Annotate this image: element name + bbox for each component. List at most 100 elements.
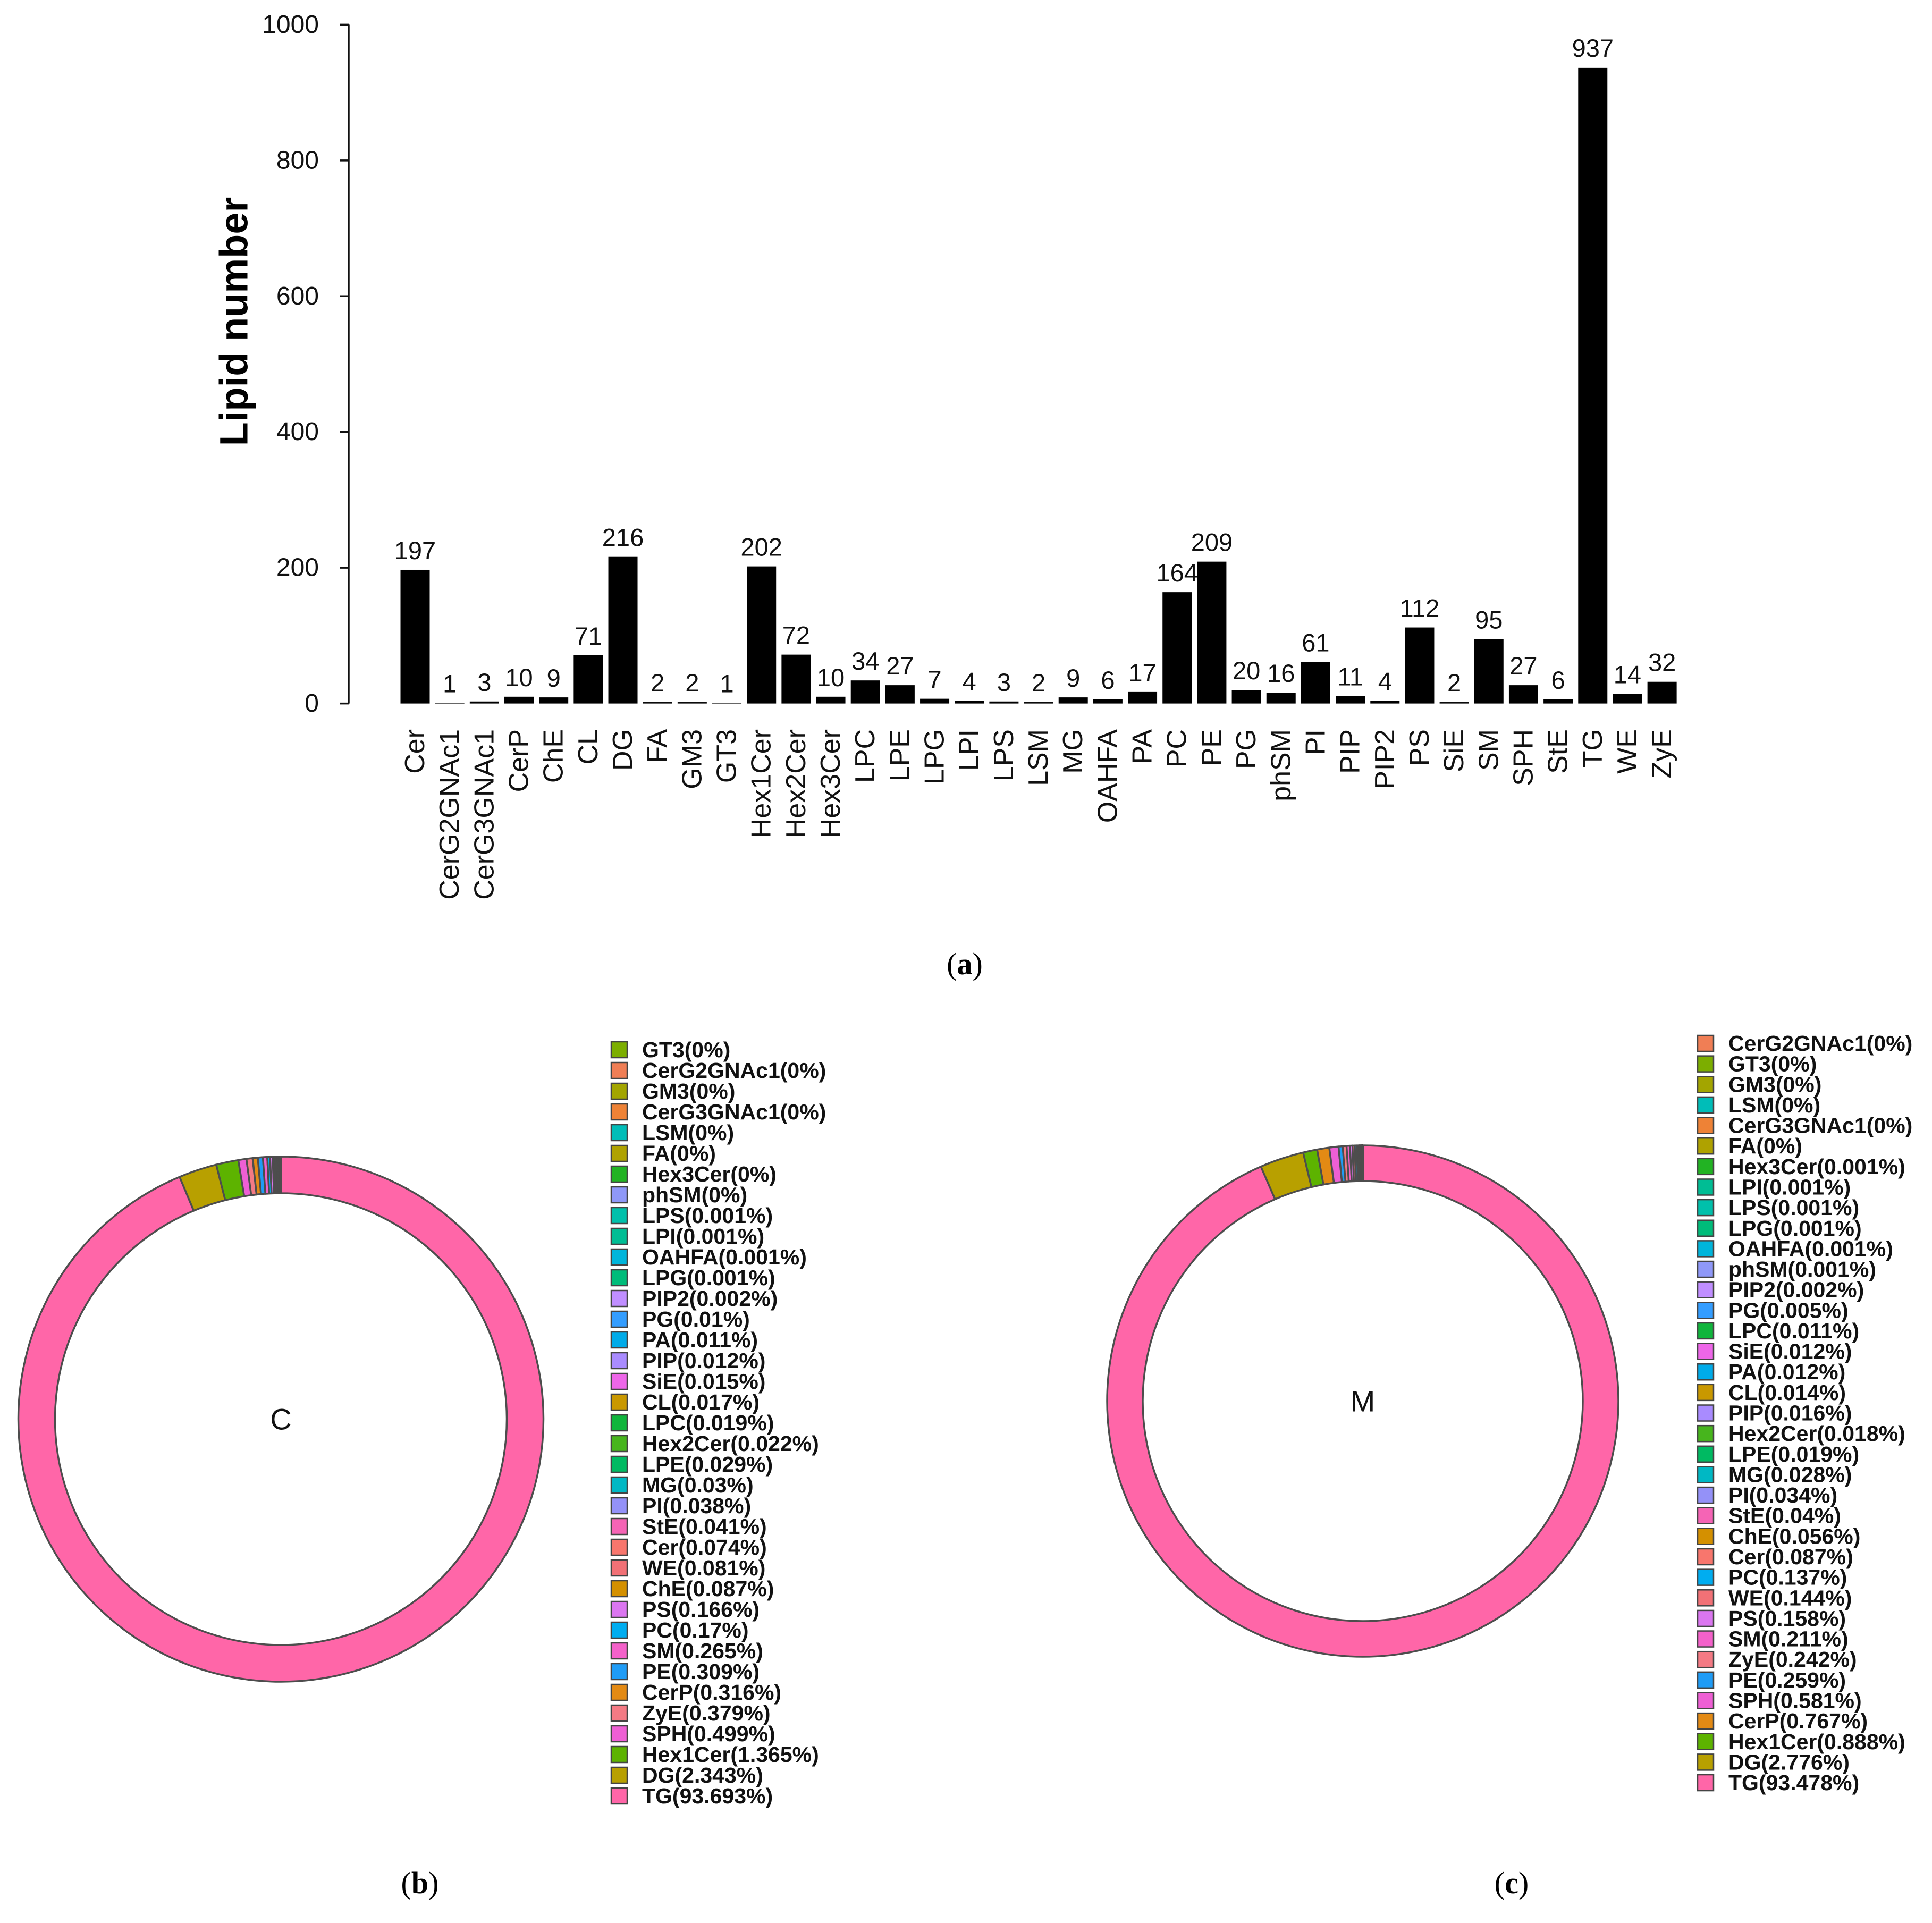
- legend-label: CerG2GNAc1(0%): [642, 1058, 826, 1083]
- bar-PA: [1128, 691, 1158, 704]
- bar-PI: [1301, 662, 1330, 704]
- legend-item: LPG(0.001%): [1697, 1216, 1862, 1241]
- bar-value-label: 197: [394, 536, 436, 564]
- legend-swatch: [1697, 1507, 1715, 1524]
- legend-item: GT3(0%): [1697, 1052, 1817, 1076]
- legend-swatch: [1697, 1178, 1715, 1196]
- bar-LPE: [885, 685, 915, 704]
- x-tick-label: StE: [1543, 729, 1574, 774]
- legend-item: LSM(0%): [1697, 1093, 1820, 1117]
- bar-Hex1Cer: [747, 566, 777, 704]
- bar-value-label: 2: [1032, 669, 1045, 697]
- legend-swatch: [1697, 1424, 1715, 1443]
- legend-swatch: [610, 1082, 628, 1100]
- bar-value-label: 1: [720, 669, 733, 697]
- legend-item: CL(0.014%): [1697, 1380, 1846, 1405]
- legend-item: ZyE(0.379%): [610, 1701, 771, 1725]
- legend-swatch: [610, 1289, 628, 1308]
- legend-label: Cer(0.074%): [642, 1535, 767, 1559]
- bar-value-label: 61: [1302, 629, 1329, 657]
- legend-label: ChE(0.056%): [1728, 1524, 1860, 1548]
- legend-swatch: [610, 1248, 628, 1266]
- legend-label: LSM(0%): [642, 1120, 734, 1145]
- legend-swatch: [1697, 1117, 1715, 1134]
- bar-LPC: [850, 680, 880, 704]
- legend-swatch: [1697, 1404, 1715, 1422]
- legend-label: LPC(0.019%): [642, 1411, 774, 1435]
- legend-label: CL(0.014%): [1728, 1380, 1846, 1405]
- legend-item: PC(0.137%): [1697, 1565, 1847, 1590]
- bar-LPI: [955, 701, 984, 704]
- legend-swatch: [610, 1476, 628, 1494]
- legend-swatch: [610, 1186, 628, 1204]
- legend-label: PI(0.034%): [1728, 1483, 1837, 1507]
- x-tick-label: CL: [573, 729, 604, 764]
- x-tick-label: SPH: [1508, 729, 1539, 786]
- legend-item: LSM(0%): [610, 1120, 734, 1145]
- legend-swatch: [1697, 1363, 1715, 1381]
- legend-label: MG(0.03%): [642, 1473, 754, 1497]
- legend-label: LPE(0.029%): [642, 1452, 773, 1477]
- legend-label: SiE(0.015%): [642, 1369, 765, 1394]
- legend-label: SiE(0.012%): [1728, 1339, 1852, 1364]
- legend-item: SiE(0.015%): [610, 1369, 765, 1394]
- legend-swatch: [1697, 1753, 1715, 1771]
- x-tick-label: PIP2: [1370, 729, 1401, 789]
- legend-swatch: [1697, 1199, 1715, 1217]
- legend-item: WE(0.144%): [1697, 1585, 1852, 1610]
- y-axis-ticks: 0 200 400 600 800 1000: [262, 11, 349, 718]
- legend-item: Hex1Cer(0.888%): [1697, 1730, 1905, 1754]
- legend-label: phSM(0.001%): [1728, 1257, 1876, 1281]
- legend-label: MG(0.028%): [1728, 1462, 1852, 1487]
- bar-value-label: 1: [443, 669, 457, 697]
- bar-value-label: 112: [1399, 594, 1439, 622]
- legend-label: PA(0.011%): [642, 1328, 758, 1352]
- legend-item: PE(0.309%): [610, 1659, 760, 1684]
- bar-value-label: 209: [1191, 528, 1233, 556]
- legend-item: PI(0.034%): [1697, 1483, 1837, 1507]
- bar-StE: [1543, 699, 1573, 704]
- legend-item: PIP(0.012%): [610, 1348, 765, 1373]
- legend-item: Cer(0.087%): [1697, 1545, 1853, 1569]
- legend-swatch: [610, 1227, 628, 1245]
- legend-label: PIP(0.012%): [642, 1348, 765, 1373]
- bar-value-label: 9: [547, 664, 561, 692]
- legend-item: PC(0.17%): [610, 1618, 749, 1642]
- legend-label: LPE(0.019%): [1728, 1442, 1859, 1466]
- bar-value-label: 11: [1337, 663, 1363, 691]
- legend-item: Hex2Cer(0.018%): [1697, 1421, 1905, 1446]
- legend-swatch: [610, 1538, 628, 1556]
- legend-swatch: [610, 1310, 628, 1328]
- legend-item: OAHFA(0.001%): [610, 1245, 807, 1269]
- y-tick-label: 800: [276, 146, 319, 174]
- legend-item: SPH(0.499%): [610, 1722, 775, 1746]
- legend-item: PIP2(0.002%): [610, 1286, 778, 1311]
- x-tick-label: GT3: [712, 729, 743, 783]
- legend-swatch: [610, 1745, 628, 1764]
- bar-value-label: 4: [1378, 667, 1392, 695]
- bar-CL: [573, 655, 603, 704]
- bar-PE: [1197, 561, 1227, 704]
- legend-item: LPG(0.001%): [610, 1266, 775, 1290]
- bar-phSM: [1266, 693, 1296, 704]
- x-tick-label: Cer: [400, 729, 431, 774]
- legend-swatch: [610, 1580, 628, 1598]
- legend-item: PS(0.158%): [1697, 1606, 1846, 1631]
- legend-label: SPH(0.499%): [642, 1722, 775, 1746]
- x-tick-label: Hex2Cer: [781, 729, 812, 838]
- bar-value-label: 14: [1614, 661, 1641, 689]
- legend-item: StE(0.04%): [1697, 1504, 1841, 1528]
- legend-item: MG(0.028%): [1697, 1462, 1852, 1487]
- legend-label: PS(0.166%): [642, 1597, 760, 1622]
- legend-swatch: [1697, 1384, 1715, 1402]
- bar-value-label: 95: [1475, 605, 1503, 634]
- legend-swatch: [610, 1207, 628, 1225]
- legend-item: CerP(0.767%): [1697, 1709, 1868, 1733]
- legend-swatch: [1697, 1774, 1715, 1792]
- y-tick-label: 1000: [262, 11, 319, 39]
- legend-item: Hex1Cer(1.365%): [610, 1742, 819, 1767]
- legend-label: CerG3GNAc1(0%): [642, 1100, 826, 1124]
- y-tick-label: 0: [305, 689, 319, 718]
- legend-swatch: [1697, 1692, 1715, 1709]
